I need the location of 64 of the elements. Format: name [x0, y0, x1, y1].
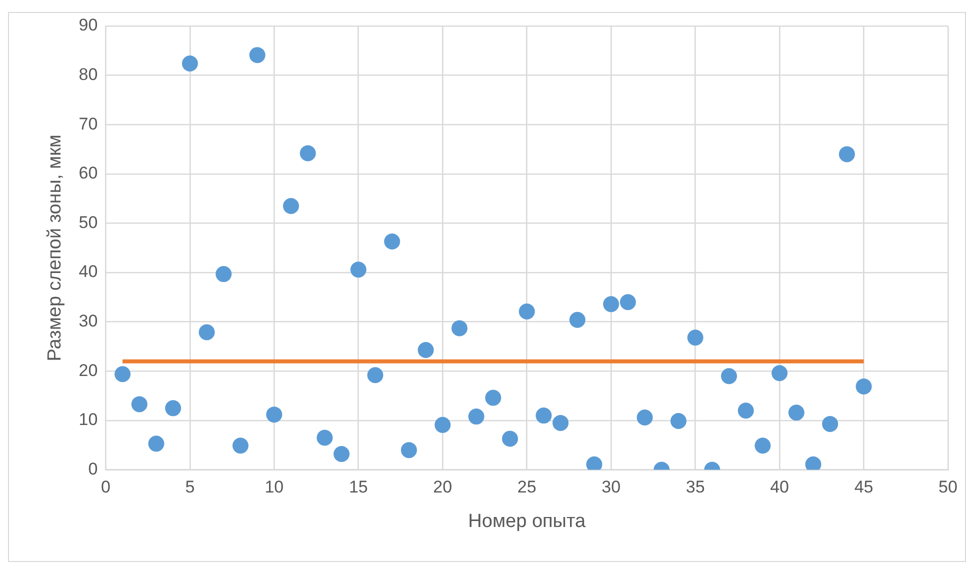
point — [131, 396, 148, 412]
y-tick-label: 40 — [78, 262, 98, 282]
x-tick-label: 50 — [938, 478, 958, 497]
y-tick-label: 90 — [78, 16, 98, 35]
y-tick-label: 30 — [78, 312, 98, 331]
point — [316, 430, 333, 446]
x-tick-label: 35 — [686, 478, 705, 497]
point — [636, 410, 653, 426]
y-tick-label: 80 — [78, 65, 98, 84]
point — [198, 324, 215, 340]
point — [502, 430, 518, 447]
point — [266, 406, 282, 423]
x-tick-label: 25 — [517, 478, 536, 497]
point — [552, 414, 569, 431]
point — [721, 368, 738, 384]
point — [418, 342, 434, 358]
point — [283, 198, 300, 214]
y-tick-label: 0 — [88, 459, 98, 478]
x-tick-label: 5 — [185, 478, 195, 497]
x-tick-label: 0 — [100, 478, 110, 497]
point — [788, 404, 804, 421]
x-tick-label: 40 — [770, 478, 790, 497]
point — [536, 408, 552, 424]
point — [468, 408, 484, 425]
x-tick-label: 30 — [602, 478, 621, 497]
point — [620, 294, 636, 310]
x-axis-title: Номер опыта — [468, 510, 586, 532]
point — [232, 438, 248, 454]
point — [485, 390, 502, 406]
point — [165, 400, 182, 416]
point — [838, 146, 855, 162]
point — [603, 296, 620, 312]
x-tick-label: 45 — [854, 478, 874, 497]
point — [670, 412, 686, 429]
point — [400, 442, 417, 458]
point — [216, 266, 232, 282]
point — [569, 312, 586, 328]
point — [114, 366, 131, 382]
point — [350, 262, 366, 278]
point — [300, 145, 316, 162]
point — [738, 402, 754, 419]
y-axis-title: Размер слепой зоны, мкм — [44, 134, 66, 362]
y-tick-label: 10 — [78, 410, 98, 430]
point — [434, 416, 451, 433]
point — [384, 233, 400, 250]
y-tick-label: 60 — [78, 164, 98, 183]
x-tick-label: 10 — [264, 478, 284, 497]
point — [334, 446, 350, 462]
point — [367, 367, 384, 384]
y-tick-label: 50 — [78, 212, 98, 232]
point — [754, 438, 771, 454]
point — [822, 416, 838, 432]
point — [772, 365, 788, 382]
y-tick-label: 70 — [78, 114, 98, 134]
x-tick-label: 15 — [348, 478, 368, 497]
point — [687, 330, 704, 346]
point — [249, 47, 266, 64]
point — [148, 436, 164, 452]
point — [182, 55, 198, 72]
point — [856, 378, 872, 394]
point — [451, 320, 468, 336]
y-tick-label: 20 — [78, 360, 98, 380]
x-tick-label: 20 — [433, 478, 452, 497]
point — [518, 304, 535, 320]
